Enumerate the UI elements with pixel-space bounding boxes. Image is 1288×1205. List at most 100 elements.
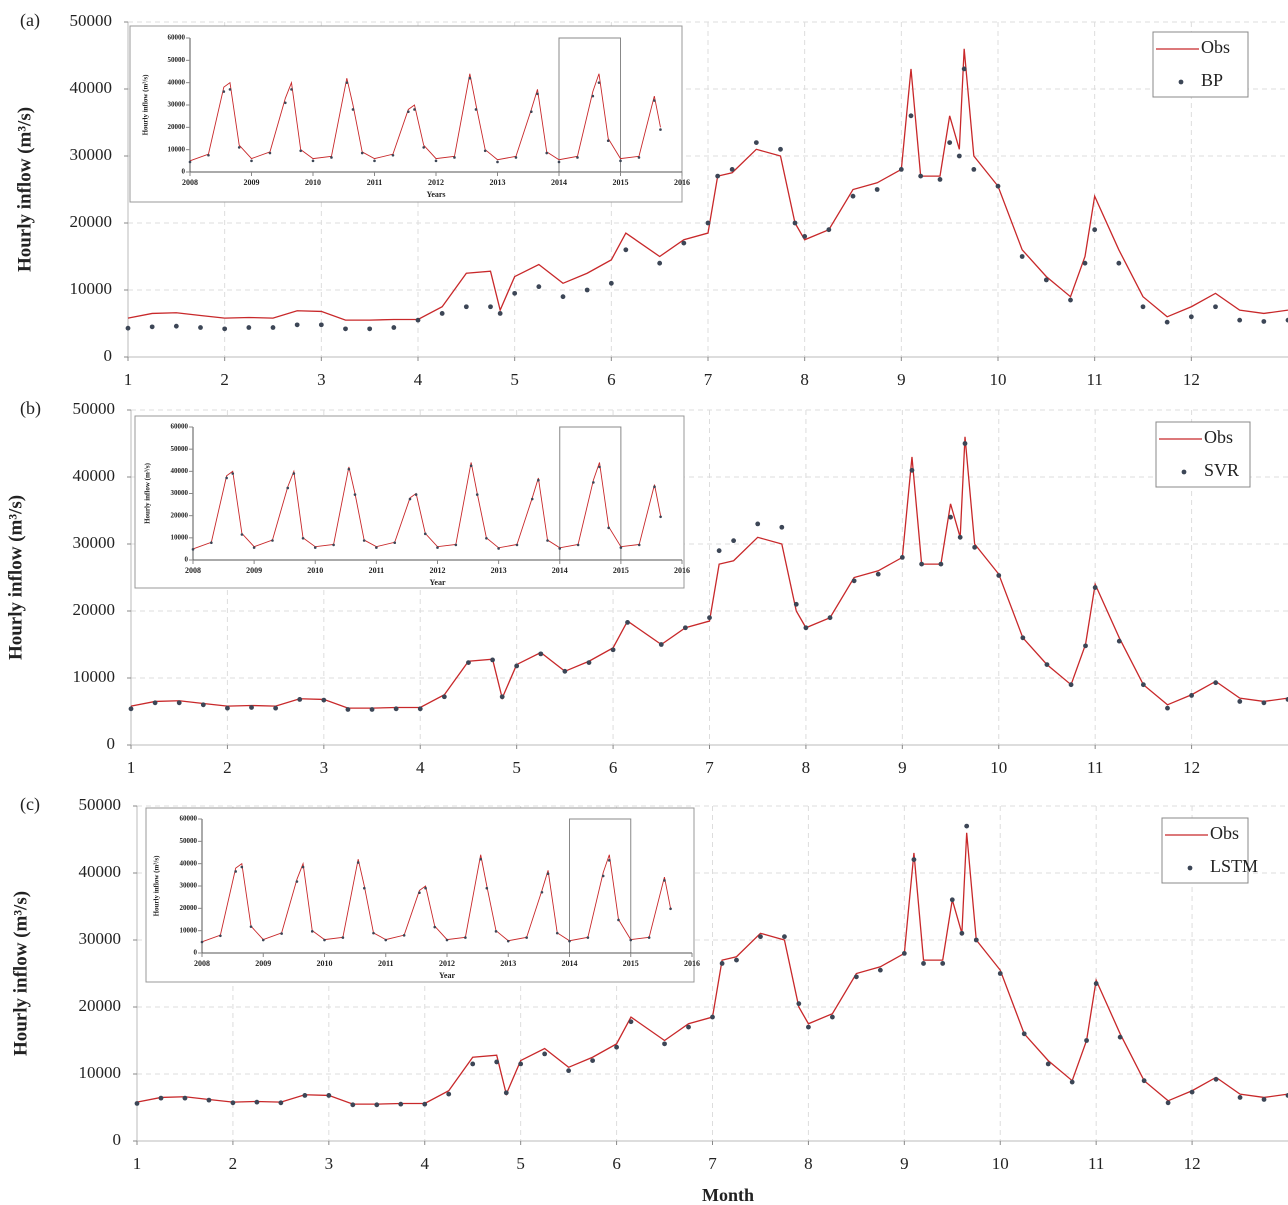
model-point	[367, 326, 373, 332]
x-tick-label: 7	[708, 1154, 717, 1173]
legend-label: BP	[1201, 70, 1223, 90]
model-point	[536, 284, 542, 290]
model-point	[441, 694, 447, 700]
model-point	[538, 651, 544, 657]
model-point	[384, 938, 388, 942]
x-tick-label: 5	[516, 1154, 525, 1173]
model-point	[301, 536, 305, 540]
model-point	[422, 146, 426, 149]
y-tick-label: 30000	[180, 882, 198, 890]
model-point	[206, 1097, 212, 1103]
model-point	[659, 515, 662, 519]
x-tick-label: 8	[800, 370, 809, 389]
model-point	[402, 934, 406, 937]
obs-line	[127, 48, 1288, 321]
x-tick-label: 10	[992, 1154, 1009, 1173]
x-tick-label: 3	[317, 370, 326, 389]
model-point	[341, 936, 345, 939]
model-point	[778, 146, 783, 152]
x-tick-label: 5	[510, 370, 519, 389]
model-point	[637, 543, 641, 547]
inset-frame	[134, 415, 685, 589]
x-tick-label: 2009	[244, 178, 260, 187]
y-tick-label: 40000	[180, 859, 198, 867]
model-point	[518, 1061, 524, 1067]
model-point	[463, 304, 469, 310]
model-point	[1165, 1100, 1171, 1106]
model-point	[779, 524, 785, 530]
model-point	[758, 934, 763, 940]
model-point	[497, 547, 500, 550]
x-tick-label: 2008	[182, 178, 198, 187]
model-point	[474, 108, 478, 111]
model-point	[490, 657, 495, 663]
model-point	[503, 1090, 509, 1096]
model-point	[219, 934, 222, 938]
y-tick-label: 50000	[73, 399, 116, 418]
x-tick-label: 2008	[185, 566, 201, 575]
model-point	[803, 625, 809, 631]
model-point	[173, 323, 179, 329]
x-tick-label: 2	[229, 1154, 238, 1173]
y-tick-label: 40000	[70, 78, 113, 97]
model-point	[997, 971, 1003, 976]
y-tick-label: 10000	[168, 145, 186, 153]
model-point	[1069, 1079, 1075, 1085]
model-point	[853, 974, 859, 980]
model-point	[479, 857, 482, 861]
model-point	[1213, 1076, 1219, 1082]
model-point	[962, 441, 968, 446]
model-point	[827, 615, 833, 621]
y-tick-label: 10000	[171, 533, 189, 541]
model-point	[940, 961, 946, 966]
model-point	[1116, 638, 1122, 644]
model-point	[938, 561, 944, 567]
model-point	[222, 326, 228, 332]
x-tick-label: 11	[1086, 370, 1102, 389]
model-point	[669, 907, 672, 911]
model-point	[973, 937, 979, 943]
x-tick-label: 2011	[367, 178, 383, 187]
model-point	[971, 167, 977, 172]
model-point	[278, 1100, 284, 1106]
y-tick-label: 0	[185, 556, 189, 564]
y-tick-label: 50000	[180, 837, 198, 845]
x-tick-label: 11	[1087, 758, 1103, 777]
x-tick-label: 2015	[613, 566, 629, 575]
y-tick-label: 60000	[171, 423, 189, 431]
model-point	[128, 706, 134, 712]
model-point	[1237, 1095, 1243, 1100]
model-point	[659, 128, 662, 131]
panel-label: (c)	[20, 794, 40, 815]
legend-swatch	[1178, 79, 1184, 85]
model-point	[330, 156, 333, 159]
y-tick-label: 40000	[171, 467, 189, 475]
model-point	[586, 660, 592, 665]
model-point	[415, 317, 421, 323]
model-point	[424, 886, 427, 890]
model-point	[537, 478, 540, 482]
x-tick-label: 11	[1088, 1154, 1104, 1173]
model-point	[1021, 1031, 1027, 1037]
model-point	[250, 159, 253, 163]
model-point	[207, 153, 210, 157]
y-tick-label: 50000	[79, 795, 122, 814]
model-point	[512, 290, 518, 296]
model-point	[562, 668, 568, 674]
model-point	[1043, 277, 1049, 283]
model-point	[436, 546, 439, 549]
legend-label: Obs	[1210, 823, 1239, 843]
x-tick-label: 1	[133, 1154, 142, 1173]
model-point	[299, 149, 303, 153]
model-point	[663, 879, 666, 882]
y-tick-label: 30000	[168, 101, 186, 109]
model-point	[393, 541, 397, 545]
model-point	[1068, 682, 1074, 688]
x-tick-label: 10	[990, 758, 1007, 777]
model-point	[230, 1100, 236, 1106]
model-point	[514, 663, 520, 669]
model-point	[237, 146, 241, 149]
model-point	[254, 1099, 260, 1105]
x-axis-label: Year	[439, 971, 455, 980]
obs-line	[136, 832, 1288, 1105]
